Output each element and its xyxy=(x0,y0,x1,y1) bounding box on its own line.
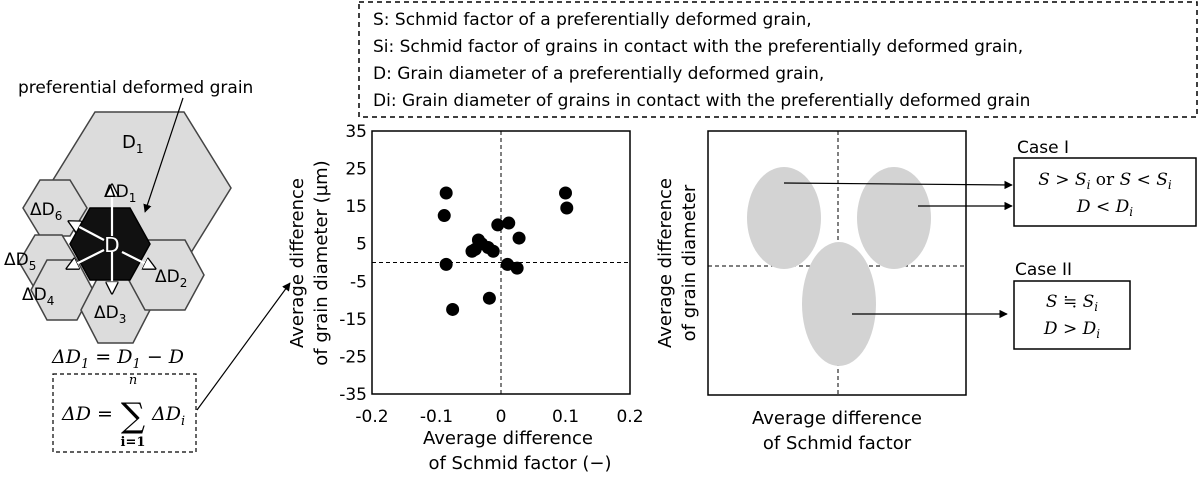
region-ellipse-left xyxy=(747,167,821,269)
data-point xyxy=(446,302,460,316)
concept-x-label-line-2: of Schmid factor xyxy=(763,433,912,454)
definition-line-4: Di: Grain diameter of grains in contact … xyxy=(373,91,1030,111)
definition-box: S: Schmid factor of a preferentially def… xyxy=(358,1,1198,118)
label-dD6: ΔD6 xyxy=(30,200,62,223)
label-dD2: ΔD2 xyxy=(155,267,187,290)
sum-box-frame xyxy=(52,373,197,453)
case-2-title: Case II xyxy=(1015,260,1072,280)
x-axis-label-line-2: of Schmid factor (−) xyxy=(428,453,611,474)
y-tick-label: 15 xyxy=(345,197,367,217)
callout-label: preferential deformed grain xyxy=(18,78,253,98)
x-tick-label: -0.1 xyxy=(420,407,453,427)
grain-center-label: D xyxy=(104,233,119,257)
label-dD1: ΔD1 xyxy=(104,182,136,205)
label-dD3: ΔD3 xyxy=(94,303,126,326)
callout-arrow xyxy=(143,97,184,213)
y-tick-labels: 35 25 15 5 -5 -15 -25 -35 xyxy=(339,122,367,405)
x-tick-label: -0.2 xyxy=(355,407,388,427)
sum-term: ΔDi xyxy=(151,403,185,429)
definition-box-frame xyxy=(358,1,1198,118)
label-dD5: ΔD5 xyxy=(4,250,36,273)
sum-lower: i=1 xyxy=(121,435,146,450)
scatter-chart: -0.2 -0.1 0 0.1 0.2 35 25 15 5 -5 -15 -25 -35 Avera… xyxy=(287,122,644,474)
case-1-box xyxy=(1013,157,1197,227)
y-tick-label: -25 xyxy=(339,347,367,367)
link-arrow xyxy=(196,282,291,411)
x-tick-label: 0.1 xyxy=(552,407,579,427)
x-tick-label: 0 xyxy=(496,407,507,427)
case-1-title: Case I xyxy=(1017,138,1069,158)
y-tick-label: 5 xyxy=(356,235,367,255)
concept-plot: Average difference of Schmid factor Aver… xyxy=(655,130,1013,454)
data-point xyxy=(560,201,574,215)
case-2-box xyxy=(1013,280,1131,350)
concept-y-label-line-1: Average difference xyxy=(655,178,676,348)
case-1-condition-2: D < Di xyxy=(1076,197,1133,219)
sigma-symbol: ∑ xyxy=(121,396,145,436)
region-ellipse-bottom xyxy=(802,242,876,366)
grain-schematic: preferential deformed grain D D1 ΔD1 ΔD6… xyxy=(4,78,253,344)
x-tick-label: 0.2 xyxy=(616,407,643,427)
data-point xyxy=(437,209,451,223)
x-tick-labels: -0.2 -0.1 0 0.1 0.2 xyxy=(355,407,643,427)
sum-equation-box: ΔD = n ∑ i=1 ΔDi xyxy=(52,373,197,453)
data-point xyxy=(510,261,524,275)
concept-y-label-line-2: of grain diameter xyxy=(679,184,700,341)
data-point xyxy=(491,218,505,232)
data-point xyxy=(439,186,453,200)
y-tick-label: 35 xyxy=(345,122,367,142)
equation-dD1: ΔD1 = D1 − D xyxy=(51,346,184,372)
definition-line-2: Si: Schmid factor of grains in contact w… xyxy=(373,37,1023,57)
definition-line-3: D: Grain diameter of a preferentially de… xyxy=(373,64,824,84)
sum-upper: n xyxy=(129,373,137,388)
data-point xyxy=(482,291,496,305)
y-tick-label: 25 xyxy=(345,160,367,180)
region-ellipse-right xyxy=(857,167,931,269)
label-D1: D1 xyxy=(122,132,144,156)
definition-line-1: S: Schmid factor of a preferentially def… xyxy=(373,10,812,30)
y-tick-label: -15 xyxy=(339,310,367,330)
data-points xyxy=(437,186,574,316)
case-1-condition-1: S > Si or S < Si xyxy=(1038,170,1172,192)
expansion-arrows xyxy=(68,186,154,292)
data-point xyxy=(559,186,572,200)
case-2-condition-2: D > Di xyxy=(1043,319,1100,341)
y-axis-label-line-1: Average difference xyxy=(287,178,308,348)
case-2-condition-1: S ≒ Si xyxy=(1046,292,1098,314)
x-axis-label-line-1: Average difference xyxy=(423,428,593,449)
y-tick-label: -35 xyxy=(339,385,367,405)
data-point xyxy=(512,231,526,245)
grain-center xyxy=(69,207,151,281)
case-2: Case II S ≒ Si D > Di xyxy=(1013,260,1131,350)
y-axis-label-line-2: of grain diameter (µm) xyxy=(311,160,332,365)
concept-x-label-line-1: Average difference xyxy=(752,408,922,429)
data-point xyxy=(439,257,453,271)
data-point xyxy=(502,216,516,230)
case-1: Case I S > Si or S < Si D < Di xyxy=(1013,138,1197,227)
data-point xyxy=(486,244,500,258)
arrow-left-to-case1 xyxy=(783,180,1013,190)
label-dD4: ΔD4 xyxy=(22,285,54,308)
y-tick-label: -5 xyxy=(350,272,367,292)
sum-lhs: ΔD = xyxy=(61,403,113,425)
